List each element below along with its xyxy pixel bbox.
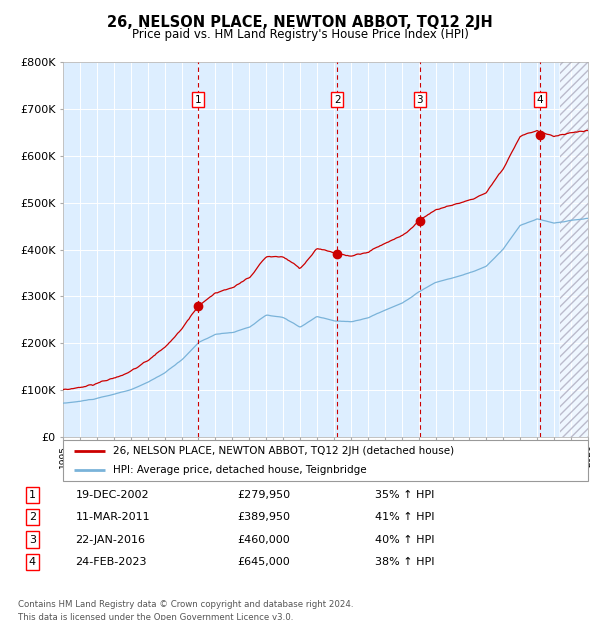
Text: Price paid vs. HM Land Registry's House Price Index (HPI): Price paid vs. HM Land Registry's House … (131, 28, 469, 41)
Text: 3: 3 (416, 94, 423, 105)
Text: 38% ↑ HPI: 38% ↑ HPI (375, 557, 434, 567)
Text: 11-MAR-2011: 11-MAR-2011 (76, 512, 150, 522)
Text: 1: 1 (194, 94, 201, 105)
Text: 22-JAN-2016: 22-JAN-2016 (76, 534, 146, 544)
Text: 41% ↑ HPI: 41% ↑ HPI (375, 512, 434, 522)
FancyBboxPatch shape (63, 440, 588, 480)
Text: 35% ↑ HPI: 35% ↑ HPI (375, 490, 434, 500)
Text: £389,950: £389,950 (237, 512, 290, 522)
Text: 40% ↑ HPI: 40% ↑ HPI (375, 534, 434, 544)
Text: 2: 2 (29, 512, 36, 522)
Text: 26, NELSON PLACE, NEWTON ABBOT, TQ12 2JH: 26, NELSON PLACE, NEWTON ABBOT, TQ12 2JH (107, 16, 493, 30)
Text: 26, NELSON PLACE, NEWTON ABBOT, TQ12 2JH (detached house): 26, NELSON PLACE, NEWTON ABBOT, TQ12 2JH… (113, 446, 454, 456)
Text: £645,000: £645,000 (237, 557, 290, 567)
Text: Contains HM Land Registry data © Crown copyright and database right 2024.
This d: Contains HM Land Registry data © Crown c… (18, 600, 353, 620)
Text: 19-DEC-2002: 19-DEC-2002 (76, 490, 149, 500)
Text: HPI: Average price, detached house, Teignbridge: HPI: Average price, detached house, Teig… (113, 466, 367, 476)
Text: 2: 2 (334, 94, 340, 105)
Text: 1: 1 (29, 490, 36, 500)
Text: 4: 4 (29, 557, 36, 567)
Text: £279,950: £279,950 (237, 490, 290, 500)
Text: 3: 3 (29, 534, 36, 544)
Text: £460,000: £460,000 (237, 534, 290, 544)
Text: 4: 4 (536, 94, 543, 105)
Text: 24-FEB-2023: 24-FEB-2023 (76, 557, 147, 567)
